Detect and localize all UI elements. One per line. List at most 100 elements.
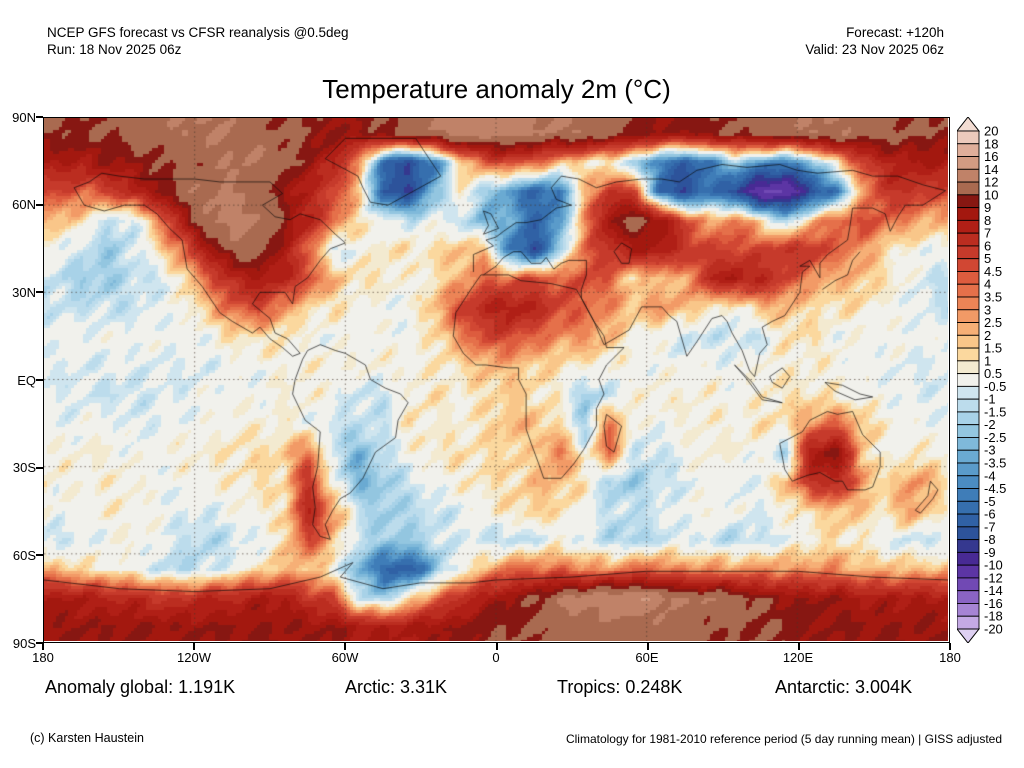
x-axis-label-180e: 180	[939, 650, 961, 665]
run-timestamp: Run: 18 Nov 2025 06z	[47, 42, 182, 57]
colorbar-label: 7	[984, 226, 991, 241]
colorbar-segment	[956, 168, 980, 183]
y-axis-tick	[36, 291, 43, 294]
colorbar-segment	[956, 513, 980, 528]
colorbar-label: -3.5	[984, 456, 1006, 471]
colorbar-label: -4.5	[984, 481, 1006, 496]
colorbar-label: -18	[984, 609, 1003, 624]
colorbar-label: -2.5	[984, 430, 1006, 445]
colorbar-segment	[956, 551, 980, 566]
colorbar: 20 18 16 14 12 10 9 8 7 6 5 4.5 4 3.5 3 2.5 2 1.5 1 0.5 -0.5…	[955, 116, 1024, 644]
colorbar-segment	[956, 398, 980, 413]
colorbar-label: -4	[984, 468, 996, 483]
y-axis-label-30s: 30S	[12, 460, 36, 475]
forecast-lead: Forecast: +120h	[846, 25, 944, 40]
colorbar-segment	[956, 577, 980, 592]
colorbar-label: -7	[984, 519, 996, 534]
x-axis-label-120w: 120W	[177, 650, 211, 665]
colorbar-label: 1	[984, 353, 991, 368]
x-axis-label-60w: 60W	[331, 650, 359, 665]
x-axis-tick	[797, 643, 800, 650]
colorbar-label: 20	[984, 124, 998, 139]
y-axis-tick	[36, 379, 43, 381]
colorbar-segment	[956, 334, 980, 349]
colorbar-label: 14	[984, 162, 998, 177]
colorbar-label: -1.5	[984, 404, 1006, 419]
x-axis-tick	[193, 643, 196, 650]
colorbar-segment	[956, 475, 980, 489]
colorbar-segment	[956, 411, 980, 426]
colorbar-label: -12	[984, 570, 1003, 585]
y-axis-label-eq: EQ	[17, 373, 36, 388]
colorbar-label: -20	[984, 622, 1003, 637]
colorbar-segment	[956, 296, 980, 311]
colorbar-segment	[956, 500, 980, 515]
colorbar-label: 2.5	[984, 315, 1002, 330]
colorbar-label: -9	[984, 545, 996, 560]
colorbar-label: 3	[984, 302, 991, 317]
colorbar-label: 16	[984, 149, 998, 164]
y-axis-tick	[36, 116, 43, 118]
y-axis-tick	[36, 203, 43, 206]
colorbar-label: -3	[984, 443, 996, 458]
colorbar-label: -6	[984, 507, 996, 522]
colorbar-label: 6	[984, 238, 991, 253]
colorbar-segment	[956, 526, 980, 541]
colorbar-segment	[956, 309, 980, 323]
header-right: Forecast: +120h Valid: 23 Nov 2025 06z	[805, 24, 944, 58]
colorbar-segment	[956, 271, 980, 285]
colorbar-segment	[956, 347, 980, 362]
climatology-note: Climatology for 1981-2010 reference peri…	[565, 732, 1002, 746]
colorbar-label: -1	[984, 392, 996, 407]
y-axis-label-90n: 90N	[12, 110, 36, 125]
colorbar-label: 3.5	[984, 290, 1002, 305]
colorbar-segment	[956, 143, 980, 157]
colorbar-segment	[956, 590, 980, 604]
colorbar-segment	[956, 322, 980, 336]
anomaly-map-canvas	[44, 118, 948, 641]
y-axis-label-60s: 60S	[12, 548, 36, 563]
stat-tropics: Tropics: 0.248K	[557, 677, 683, 697]
colorbar-segment	[956, 283, 980, 298]
y-axis-tick	[36, 466, 43, 469]
colorbar-label: 5	[984, 251, 991, 266]
colorbar-label: 18	[984, 136, 998, 151]
colorbar-segment	[956, 424, 980, 438]
colorbar-segment	[956, 219, 980, 234]
colorbar-label: -10	[984, 558, 1003, 573]
x-axis-tick	[42, 643, 44, 650]
colorbar-segment	[956, 360, 980, 375]
colorbar-segment	[956, 488, 980, 502]
colorbar-segment	[956, 373, 980, 387]
x-axis-tick	[344, 643, 347, 650]
colorbar-arrow-up	[955, 116, 981, 132]
colorbar-segment	[956, 194, 980, 209]
colorbar-label: -5	[984, 494, 996, 509]
x-axis-tick	[646, 643, 649, 650]
colorbar-segment	[956, 130, 980, 145]
y-axis-label-90s: 90S	[12, 636, 36, 651]
colorbar-segment	[956, 258, 980, 272]
colorbar-segment	[956, 181, 980, 196]
colorbar-label: 2	[984, 328, 991, 343]
colorbar-segment	[956, 603, 980, 617]
colorbar-label: 8	[984, 213, 991, 228]
colorbar-segment	[956, 232, 980, 247]
map-frame	[43, 117, 950, 643]
model-description: NCEP GFS forecast vs CFSR reanalysis @0.…	[47, 25, 349, 40]
y-axis-label-30n: 30N	[12, 285, 36, 300]
y-axis-tick	[36, 642, 43, 644]
colorbar-label: 1.5	[984, 341, 1002, 356]
colorbar-segment	[956, 615, 980, 630]
y-axis-tick	[36, 554, 43, 557]
colorbar-label: 9	[984, 200, 991, 215]
colorbar-label: -8	[984, 532, 996, 547]
colorbar-label: 10	[984, 187, 998, 202]
colorbar-arrow-down	[955, 628, 981, 644]
x-axis-tick	[495, 643, 498, 650]
colorbar-segment	[956, 385, 980, 400]
y-axis-label-60n: 60N	[12, 197, 36, 212]
colorbar-segment	[956, 462, 980, 477]
stat-antarctic: Antarctic: 3.004K	[775, 677, 913, 697]
